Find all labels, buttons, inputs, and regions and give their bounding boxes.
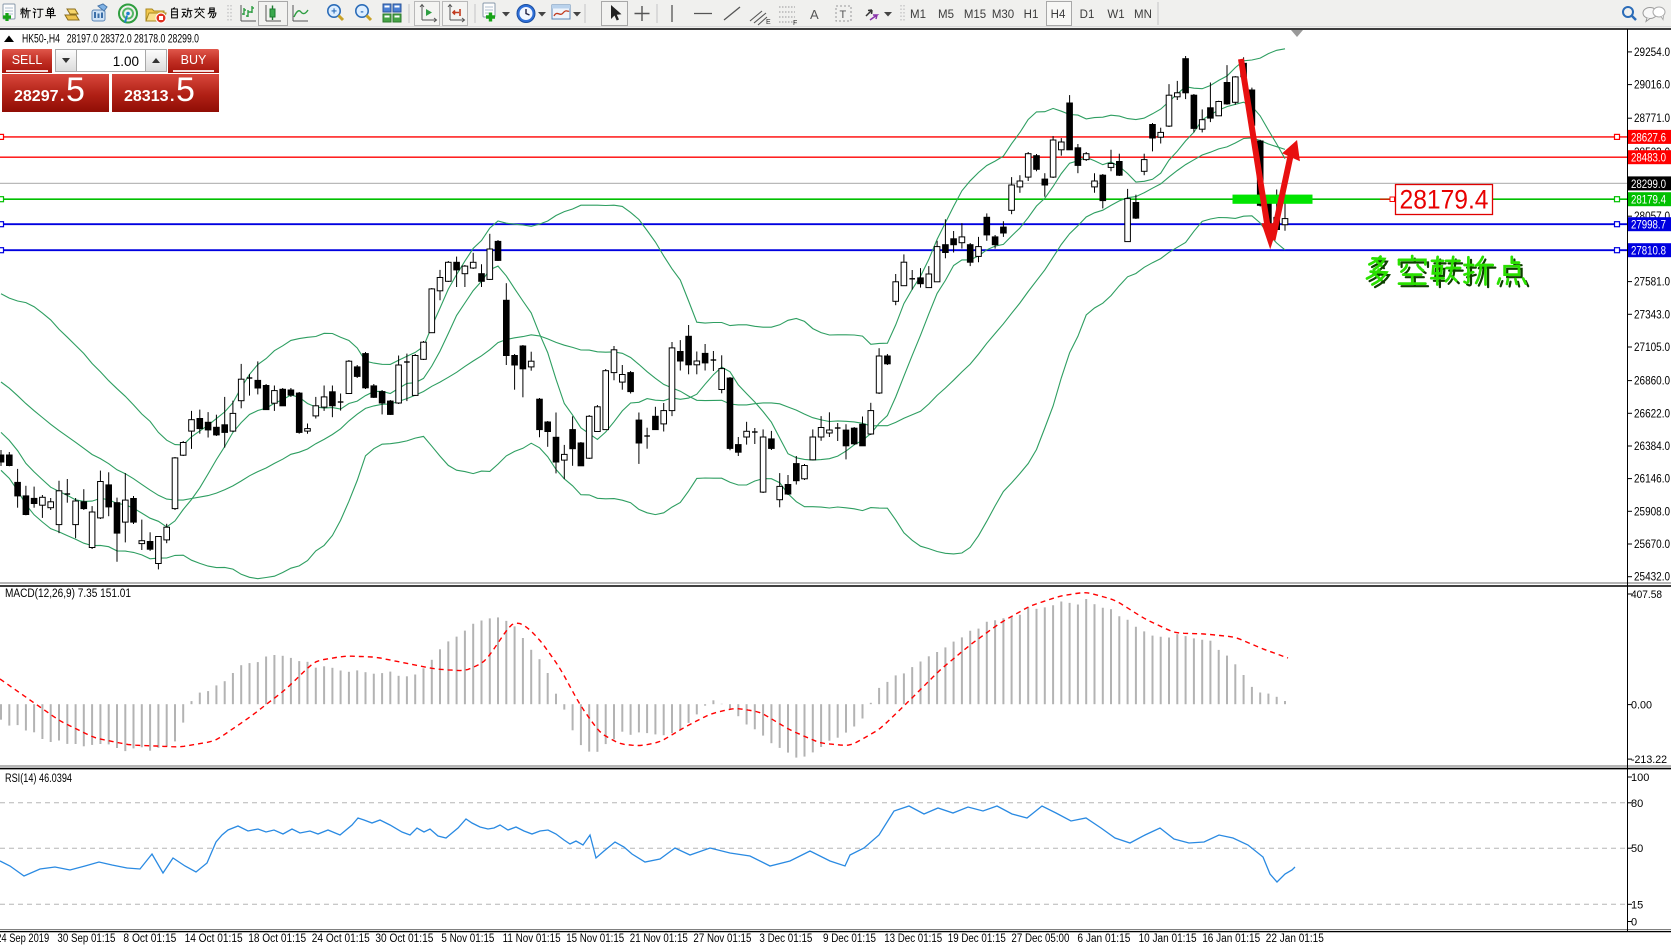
svg-text:+: + [331, 7, 337, 18]
svg-text:80: 80 [1631, 798, 1643, 810]
svg-text:5 Nov 01:15: 5 Nov 01:15 [441, 933, 494, 945]
svg-text:MN: MN [1134, 9, 1152, 21]
svg-text:28627.6: 28627.6 [1631, 132, 1666, 144]
svg-text:16 Jan 01:15: 16 Jan 01:15 [1202, 933, 1260, 945]
svg-text:6 Jan 01:15: 6 Jan 01:15 [1077, 933, 1130, 945]
svg-text:28179.4: 28179.4 [1400, 185, 1489, 215]
svg-text:27581.0: 27581.0 [1634, 277, 1670, 289]
svg-text:MACD(12,26,9) 7.35 151.01: MACD(12,26,9) 7.35 151.01 [5, 588, 131, 600]
svg-text:-213.22: -213.22 [1631, 754, 1667, 766]
svg-text:T: T [840, 9, 847, 21]
svg-text:29254.0: 29254.0 [1634, 47, 1670, 59]
svg-text:14 Oct 01:15: 14 Oct 01:15 [185, 933, 243, 945]
svg-text:0.00: 0.00 [1631, 700, 1652, 712]
svg-text:24 Sep 2019: 24 Sep 2019 [0, 933, 49, 945]
svg-text:E: E [766, 19, 771, 26]
svg-text:22 Jan 01:15: 22 Jan 01:15 [1266, 933, 1324, 945]
svg-text:3 Dec 01:15: 3 Dec 01:15 [759, 933, 812, 945]
svg-text:25908.0: 25908.0 [1634, 506, 1670, 518]
svg-text:H4: H4 [1051, 9, 1066, 21]
svg-text:26384.0: 26384.0 [1634, 441, 1670, 453]
svg-text:100: 100 [1631, 772, 1649, 784]
svg-text:30 Oct 01:15: 30 Oct 01:15 [375, 933, 433, 945]
svg-text:27 Dec 05:00: 27 Dec 05:00 [1011, 933, 1069, 945]
svg-text:M30: M30 [992, 9, 1014, 21]
svg-text:29016.0: 29016.0 [1634, 80, 1670, 92]
svg-text:27 Nov 01:15: 27 Nov 01:15 [693, 933, 751, 945]
svg-text:25432.0: 25432.0 [1634, 572, 1670, 584]
svg-text:M5: M5 [938, 9, 954, 21]
svg-text:407.58: 407.58 [1631, 589, 1662, 601]
svg-text:21 Nov 01:15: 21 Nov 01:15 [630, 933, 688, 945]
svg-text:11 Nov 01:15: 11 Nov 01:15 [503, 933, 561, 945]
svg-text:28179.4: 28179.4 [1631, 195, 1667, 207]
svg-text:HK50-,H4 28197.0 28372.0 2817: HK50-,H4 28197.0 28372.0 28178.0 28299.0 [22, 34, 199, 46]
svg-text:D1: D1 [1080, 9, 1095, 21]
svg-text:24 Oct 01:15: 24 Oct 01:15 [312, 933, 370, 945]
svg-text:0: 0 [1631, 917, 1637, 929]
svg-text:M15: M15 [964, 9, 986, 21]
svg-text:8 Oct 01:15: 8 Oct 01:15 [123, 933, 176, 945]
svg-text:9 Dec 01:15: 9 Dec 01:15 [823, 933, 876, 945]
svg-text:26622.0: 26622.0 [1634, 408, 1670, 420]
svg-text:28771.0: 28771.0 [1634, 113, 1670, 125]
svg-text:27998.7: 27998.7 [1631, 220, 1666, 232]
svg-text:26146.0: 26146.0 [1634, 474, 1670, 486]
svg-text:W1: W1 [1107, 9, 1124, 21]
svg-text:13 Dec 01:15: 13 Dec 01:15 [884, 933, 942, 945]
svg-text:30 Sep 01:15: 30 Sep 01:15 [57, 933, 115, 945]
svg-text:26860.0: 26860.0 [1634, 376, 1670, 388]
svg-text:F: F [793, 20, 797, 27]
svg-text:28483.0: 28483.0 [1631, 153, 1666, 165]
svg-text:18 Oct 01:15: 18 Oct 01:15 [248, 933, 306, 945]
svg-text:27810.8: 27810.8 [1631, 246, 1666, 258]
svg-text:A: A [810, 7, 819, 22]
svg-text:19 Dec 01:15: 19 Dec 01:15 [948, 933, 1006, 945]
svg-text:H1: H1 [1024, 9, 1039, 21]
svg-text:15 Nov 01:15: 15 Nov 01:15 [566, 933, 624, 945]
svg-text:25670.0: 25670.0 [1634, 539, 1670, 551]
svg-text:-: - [360, 7, 363, 18]
svg-text:M1: M1 [910, 9, 926, 21]
svg-text:27343.0: 27343.0 [1634, 309, 1670, 321]
svg-text:28299.0: 28299.0 [1631, 179, 1666, 191]
svg-text:RSI(14) 46.0394: RSI(14) 46.0394 [5, 773, 72, 785]
svg-text:15: 15 [1631, 899, 1643, 911]
svg-text:50: 50 [1631, 843, 1643, 855]
svg-text:10 Jan 01:15: 10 Jan 01:15 [1139, 933, 1197, 945]
svg-text:27105.0: 27105.0 [1634, 342, 1670, 354]
